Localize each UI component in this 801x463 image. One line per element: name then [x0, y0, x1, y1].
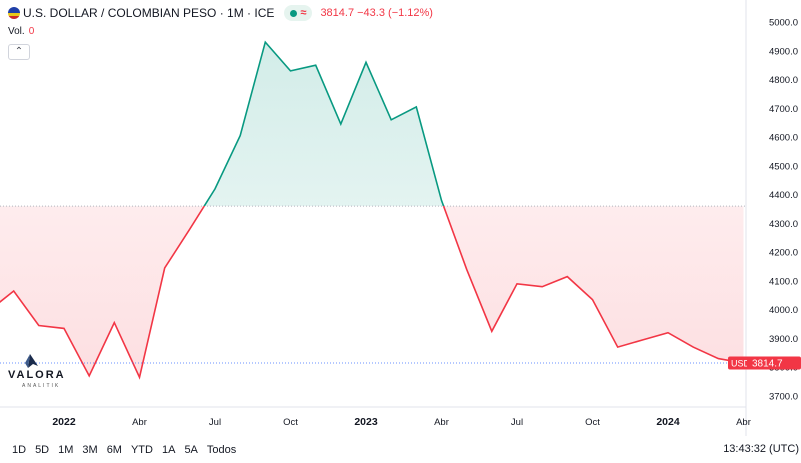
volume-legend[interactable]: Vol. 0: [8, 26, 34, 37]
x-tick-label: Abr: [132, 417, 147, 428]
price-change-readout: 3814.7 −43.3 (−1.12%): [320, 7, 433, 19]
y-tick-label: 4700.0: [769, 104, 798, 115]
range-5a-button[interactable]: 5A: [184, 443, 198, 456]
status-dot-icon: [290, 9, 298, 17]
market-status-badge[interactable]: ≈: [284, 5, 313, 21]
y-tick-label: 3700.0: [769, 392, 798, 403]
series-line-above-baseline: [203, 40, 445, 207]
range-ytd-button[interactable]: YTD: [130, 443, 153, 456]
chart-header: U.S. DOLLAR / COLOMBIAN PESO · 1M · ICE …: [0, 0, 746, 26]
x-tick-label: Oct: [585, 417, 600, 428]
flag-icon: [8, 7, 20, 19]
volume-label: Vol.: [8, 26, 25, 37]
y-tick-label: 4500.0: [769, 161, 798, 172]
range-6m-button[interactable]: 6M: [106, 443, 122, 456]
price-badge-label: 3814.7: [752, 359, 783, 370]
y-tick-label: 5000.0: [769, 18, 798, 29]
valora-logo: VALORA ANALITIK: [8, 352, 78, 392]
range-3m-button[interactable]: 3M: [82, 443, 98, 456]
volume-value: 0: [28, 26, 35, 37]
y-tick-label: 4400.0: [769, 190, 798, 201]
x-tick-label: Jul: [209, 417, 221, 428]
y-tick-label: 4100.0: [769, 276, 798, 287]
symbol-title[interactable]: U.S. DOLLAR / COLOMBIAN PESO · 1M · ICE: [23, 6, 275, 20]
valora-logo-mark-icon: [25, 354, 38, 368]
range-all-button[interactable]: Todos: [206, 443, 237, 456]
range-1m-button[interactable]: 1M: [58, 443, 74, 456]
series-line-below-baseline: [0, 206, 744, 380]
y-tick-label: 4800.0: [769, 75, 798, 86]
logo-subtitle: ANALITIK: [22, 383, 61, 389]
y-tick-label: 3900.0: [769, 334, 798, 345]
last-price-badge: USDCOP 3814.7: [728, 356, 801, 370]
y-tick-label: 4000.0: [769, 305, 798, 316]
logo-name: VALORA: [8, 369, 66, 381]
area-fill-below-baseline: [0, 206, 744, 378]
area-fill-above-baseline: [0, 42, 744, 207]
x-tick-label: 2023: [354, 416, 378, 428]
x-tick-label: Abr: [736, 417, 751, 428]
y-tick-label: 4900.0: [769, 46, 798, 57]
range-1a-button[interactable]: 1A: [161, 443, 176, 456]
y-tick-label: 4200.0: [769, 248, 798, 259]
y-tick-label: 4300.0: [769, 219, 798, 230]
collapse-legend-button[interactable]: ⌃: [8, 44, 30, 60]
x-tick-label: Jul: [511, 417, 523, 428]
chevron-up-icon: ⌃: [14, 46, 24, 57]
price-chart[interactable]: 5000.0 4900.0 4800.0 4700.0 4600.0 4500.0 4400…: [0, 0, 801, 436]
bottom-toolbar: 1D 5D 1M 3M 6M YTD 1A 5A Todos 13:43:32 …: [0, 436, 801, 463]
delayed-data-icon: ≈: [300, 7, 307, 19]
utc-clock[interactable]: 13:43:32 (UTC): [723, 443, 799, 455]
time-axis[interactable]: 2022 Abr Jul Oct 2023 Abr Jul Oct 2024 Abr: [52, 416, 751, 428]
x-tick-label: 2024: [656, 416, 680, 428]
x-tick-label: 2022: [52, 416, 76, 428]
range-1d-button[interactable]: 1D: [12, 443, 27, 456]
x-tick-label: Abr: [434, 417, 449, 428]
price-axis[interactable]: 5000.0 4900.0 4800.0 4700.0 4600.0 4500.0 4400…: [769, 18, 798, 403]
range-5d-button[interactable]: 5D: [35, 443, 50, 456]
y-tick-label: 4600.0: [769, 133, 798, 144]
x-tick-label: Oct: [283, 417, 298, 428]
price-badge: [747, 356, 801, 370]
